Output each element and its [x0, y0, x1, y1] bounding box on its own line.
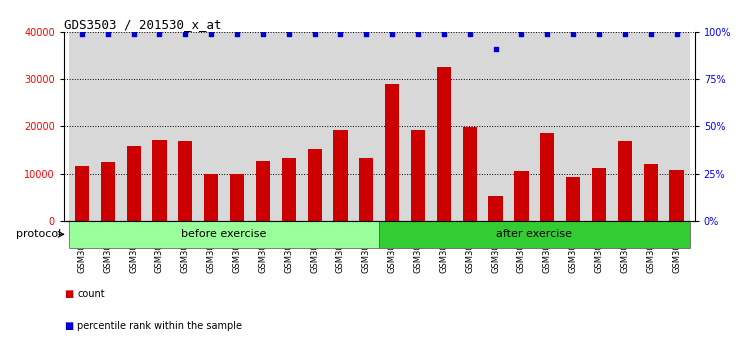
Point [593, 31, 605, 36]
Bar [256, 161, 270, 221]
Bar [385, 84, 400, 221]
Point [205, 31, 217, 36]
Bar [586, 32, 612, 221]
Bar [224, 32, 250, 221]
Bar [152, 139, 167, 221]
Bar [618, 142, 632, 221]
Bar [379, 32, 405, 221]
Text: protocol: protocol [16, 229, 62, 239]
Bar [327, 32, 354, 221]
Bar [560, 32, 586, 221]
Bar [488, 196, 502, 221]
Bar [69, 32, 95, 221]
Point [412, 31, 424, 36]
Bar [457, 32, 483, 221]
Text: count: count [77, 289, 105, 299]
Bar [121, 32, 146, 221]
Bar [592, 168, 606, 221]
Bar [664, 32, 689, 221]
Bar [669, 170, 683, 221]
Point [515, 31, 527, 36]
Point [619, 31, 631, 36]
Bar [431, 32, 457, 221]
Point [438, 31, 450, 36]
Bar [178, 141, 192, 221]
Bar [302, 32, 327, 221]
Bar [230, 173, 244, 221]
Point [360, 31, 372, 36]
Bar [276, 32, 302, 221]
Bar [411, 130, 425, 221]
Bar [566, 177, 581, 221]
Bar [540, 133, 554, 221]
Bar [535, 32, 560, 221]
Text: after exercise: after exercise [496, 229, 572, 239]
Point [567, 31, 579, 36]
Point [257, 31, 269, 36]
Bar [75, 166, 89, 221]
Bar [95, 32, 121, 221]
Point [283, 31, 295, 36]
Point [671, 31, 683, 36]
Bar [198, 32, 224, 221]
Bar [638, 32, 664, 221]
Point [644, 31, 656, 36]
Text: ■: ■ [64, 321, 73, 331]
Point [334, 31, 346, 36]
Point [153, 31, 165, 36]
Text: percentile rank within the sample: percentile rank within the sample [77, 321, 243, 331]
Point [231, 31, 243, 36]
Bar [483, 32, 508, 221]
Point [102, 31, 114, 36]
Bar [282, 159, 296, 221]
Bar [146, 32, 173, 221]
Text: GDS3503 / 201530_x_at: GDS3503 / 201530_x_at [64, 18, 222, 31]
Bar [126, 146, 140, 221]
Bar [508, 32, 535, 221]
Bar [405, 32, 431, 221]
Point [179, 31, 192, 36]
Bar [463, 127, 477, 221]
Bar [612, 32, 638, 221]
Bar [644, 164, 658, 221]
Point [490, 46, 502, 52]
Bar [101, 162, 115, 221]
Point [463, 31, 475, 36]
Bar [359, 158, 373, 221]
Point [309, 31, 321, 36]
Text: before exercise: before exercise [182, 229, 267, 239]
Bar [437, 67, 451, 221]
Bar [333, 130, 348, 221]
Bar [69, 221, 379, 248]
Bar [354, 32, 379, 221]
Bar [173, 32, 198, 221]
Point [541, 31, 553, 36]
Point [386, 31, 398, 36]
Text: ■: ■ [64, 289, 73, 299]
Bar [307, 149, 321, 221]
Bar [204, 173, 219, 221]
Point [128, 31, 140, 36]
Point [76, 31, 88, 36]
Bar [514, 171, 529, 221]
Bar [250, 32, 276, 221]
Bar [379, 221, 689, 248]
